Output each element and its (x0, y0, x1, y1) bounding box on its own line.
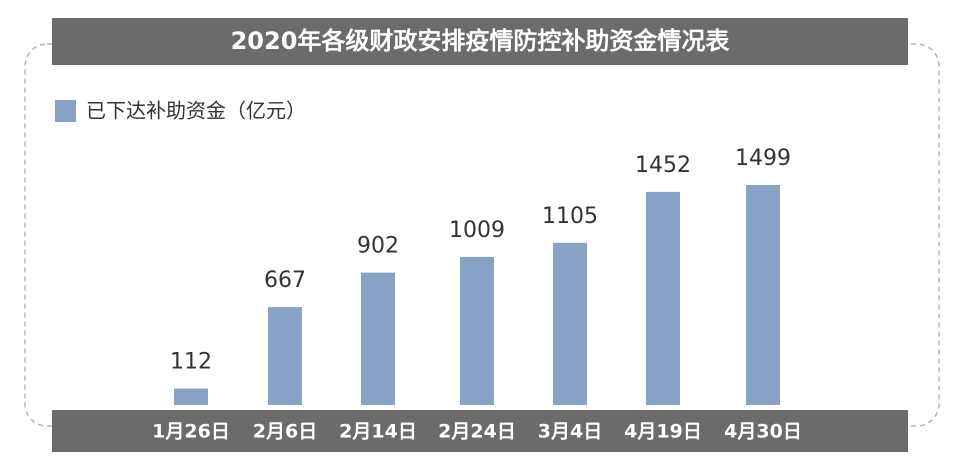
bar (361, 272, 395, 405)
legend-label: 已下达补助资金（亿元） (86, 99, 306, 123)
x-tick-label: 4月30日 (724, 421, 802, 443)
bar (646, 191, 680, 405)
x-tick-label: 3月4日 (538, 421, 602, 443)
legend-swatch (55, 100, 76, 122)
bar (460, 256, 494, 405)
bar (746, 185, 780, 405)
value-label: 902 (357, 234, 399, 259)
x-tick-label: 4月19日 (624, 421, 702, 443)
value-label: 1009 (449, 218, 505, 243)
title-banner (52, 18, 908, 65)
x-tick-label: 2月24日 (438, 421, 516, 443)
value-label: 667 (264, 268, 306, 293)
x-tick-label: 2月14日 (339, 421, 417, 443)
x-tick-label: 1月26日 (152, 421, 230, 443)
value-label: 112 (170, 350, 212, 375)
category-band (52, 410, 908, 452)
bar (268, 307, 302, 405)
value-label: 1105 (542, 204, 598, 229)
value-label: 1452 (635, 153, 691, 178)
bar (174, 388, 208, 405)
bar (553, 242, 587, 405)
x-tick-label: 2月6日 (253, 421, 317, 443)
chart-title: 2020年各级财政安排疫情防控补助资金情况表 (231, 27, 731, 55)
value-label: 1499 (735, 146, 791, 171)
